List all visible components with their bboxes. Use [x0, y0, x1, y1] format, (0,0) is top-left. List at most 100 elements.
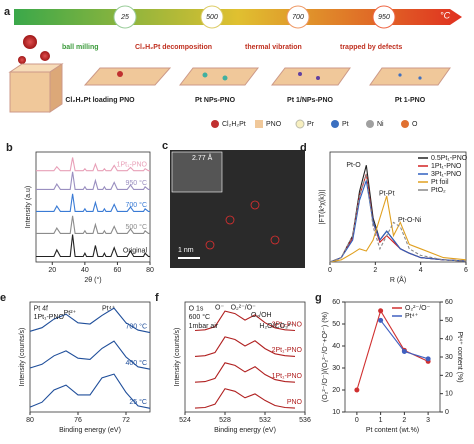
x-tick-label: 2 [373, 267, 377, 274]
annotation: Pt-O [346, 162, 361, 169]
x-tick-label: 60 [114, 267, 122, 274]
legend-label: Pt foil [431, 179, 449, 186]
annotation: H₂O/CO₃²⁻ [259, 323, 294, 330]
series-line [36, 193, 150, 212]
series-label: 400 °C [126, 359, 147, 367]
series-line [329, 195, 467, 263]
y-axis-label: Intensity (counts/s) [19, 328, 26, 387]
pno-cube [49, 63, 63, 113]
x-axis-label: R (Å) [390, 275, 406, 284]
legend-label: 0.5Pt₁-PNO [431, 155, 468, 162]
x-tick-label: 532 [259, 417, 271, 424]
series-line [29, 340, 151, 370]
data-point [401, 349, 407, 354]
step-label: Cl₂H₂Pt decomposition [135, 44, 212, 51]
series-label: 1Pt₁-PNO [272, 373, 303, 380]
x-tick-label: 40 [81, 267, 89, 274]
precursor-ball [18, 56, 26, 64]
x-tick-label: 76 [74, 417, 82, 424]
series-line [194, 336, 296, 357]
legend-label: Pt⁴⁺ [405, 313, 419, 320]
series-line [356, 309, 429, 391]
plot-frame [329, 151, 467, 263]
atom-marker [205, 240, 215, 250]
y-tick-label: 40 [332, 343, 340, 350]
legend-label: PNO [266, 121, 282, 128]
series-label: 950 °C [126, 179, 147, 187]
series-label: Original [123, 247, 148, 254]
pt-np [202, 72, 208, 78]
legend-label: 3Pt₁-PNO [431, 171, 462, 178]
y2-tick-label: 50 [445, 317, 453, 324]
series-label: 1Pt₁-PNO [117, 162, 148, 169]
y2-tick-label: 20 [445, 372, 453, 379]
atom-marker [250, 200, 260, 210]
annotation: O⁻ [215, 304, 224, 311]
series-line [36, 171, 150, 190]
series-line [36, 234, 150, 258]
series-line [36, 215, 150, 234]
legend-label: O₂²⁻/O⁻ [405, 305, 431, 312]
y-tick-label: 60 [332, 299, 340, 306]
stage-label: Pt NPs-PNO [195, 97, 236, 104]
x-tick-label: 72 [122, 417, 130, 424]
y-axis-label: (O₂²⁻/O⁻)/(O₂²⁻/O⁻+O²⁻) (%) [322, 312, 329, 402]
pno-slab [369, 67, 451, 86]
x-tick-label: 2 [402, 417, 406, 424]
series-line [29, 373, 151, 409]
x-tick-label: 0 [355, 417, 359, 424]
stage-label: Cl₂H₂Pt loading PNO [65, 97, 135, 104]
x-tick-label: 6 [464, 267, 468, 274]
legend-label: O [412, 121, 418, 128]
y-axis-label: Intensity (counts/s) [174, 328, 181, 387]
x-axis-label: Binding energy (eV) [59, 427, 121, 434]
series-label: 2Pt₁-PNO [272, 347, 303, 354]
step-label: thermal vibration [245, 44, 302, 51]
series-label: 500 °C [126, 223, 147, 231]
x-tick-label: 536 [299, 417, 311, 424]
y2-axis-label: Pt⁴⁺ content (%) [456, 331, 463, 382]
panel-label: d [300, 142, 307, 154]
pno-slab [83, 67, 172, 86]
x-axis-label: Binding energy (eV) [214, 427, 276, 434]
data-point [354, 387, 360, 393]
data-point [378, 308, 384, 314]
pt-atom [316, 76, 320, 80]
y-axis-label: |FT(k³χ(k))| [319, 190, 326, 225]
series-label: 700 °C [126, 322, 147, 330]
x-axis-label: Pt content (wt.%) [366, 427, 419, 434]
x-tick-label: 80 [26, 417, 34, 424]
x-tick-label: 1 [379, 417, 383, 424]
series-line [194, 388, 296, 409]
temperature: 700 [292, 14, 304, 21]
legend-swatch [211, 120, 219, 128]
panel-label: c [162, 140, 168, 152]
precursor-ball [23, 35, 37, 49]
annotation: O 1s [189, 305, 204, 312]
series-label: 25 °C [129, 398, 147, 406]
y-tick-label: 30 [332, 365, 340, 372]
y-tick-label: 20 [332, 387, 340, 394]
panel-label: e [0, 292, 6, 304]
legend-label: Pt [342, 121, 349, 128]
annotation: Pt⁴⁺ [102, 305, 116, 312]
y2-tick-label: 10 [445, 391, 453, 398]
legend-swatch [295, 119, 305, 129]
legend-label: Cl₂H₂Pt [222, 121, 246, 128]
legend-swatch [366, 120, 374, 128]
step-label: trapped by defects [340, 44, 402, 51]
lattice-label: 2.77 Å [192, 153, 213, 162]
precursor-ball [40, 51, 50, 61]
atom-marker [270, 235, 280, 245]
stage-label: Pt 1/NPs-PNO [287, 97, 333, 104]
plot-frame [344, 301, 441, 413]
plot-frame [35, 151, 151, 263]
plot-frame [29, 301, 151, 413]
plot-frame [184, 301, 306, 413]
temperature-unit: °C [440, 10, 451, 20]
legend-swatch [331, 120, 339, 128]
precursor [117, 71, 123, 77]
temp-circle [200, 5, 224, 29]
x-axis-label: 2θ (°) [84, 276, 101, 284]
legend-label: Ni [377, 121, 384, 128]
